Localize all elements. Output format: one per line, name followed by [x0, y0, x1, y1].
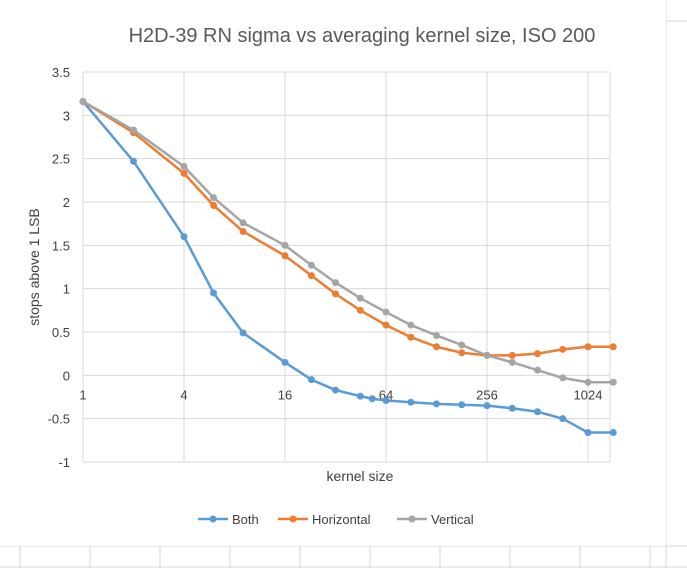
chart-legend: Both Horizontal Vertical — [198, 512, 474, 527]
data-point — [180, 233, 188, 241]
y-tick-label: -0.5 — [48, 412, 70, 427]
data-point — [368, 395, 376, 403]
data-point — [534, 366, 541, 374]
data-point — [307, 261, 315, 269]
x-tick-label: 1 — [79, 387, 86, 402]
data-point — [407, 333, 415, 341]
data-point — [210, 194, 218, 202]
data-point — [609, 378, 617, 386]
data-point — [559, 374, 567, 382]
data-point — [458, 401, 466, 409]
series-line — [82, 100, 614, 434]
y-tick-label: 2.5 — [52, 152, 70, 167]
legend-item-horizontal: Horizontal — [278, 512, 371, 527]
x-tick-label: 64 — [379, 387, 393, 402]
data-point — [508, 358, 516, 366]
data-point — [239, 329, 247, 337]
data-point — [356, 306, 364, 314]
data-point — [559, 415, 567, 423]
series-vertical — [79, 97, 617, 386]
data-point — [609, 343, 617, 351]
data-point — [407, 321, 415, 329]
data-point — [483, 351, 491, 359]
data-point — [534, 408, 541, 416]
data-point — [458, 341, 466, 349]
data-point — [433, 331, 440, 339]
plot-gridlines — [82, 71, 611, 463]
legend-marker — [408, 515, 416, 523]
legend-marker — [289, 515, 297, 523]
y-tick-label: 2 — [63, 195, 70, 210]
data-point — [407, 398, 415, 406]
data-point — [239, 219, 247, 227]
x-tick-label: 256 — [476, 387, 498, 402]
y-tick-label: 3.5 — [52, 65, 70, 80]
data-point — [307, 272, 315, 280]
legend-item-both: Both — [198, 512, 259, 527]
chart-title: H2D-39 RN sigma vs averaging kernel size… — [129, 25, 596, 47]
data-point — [382, 396, 390, 404]
data-point — [382, 308, 390, 316]
data-point — [483, 402, 491, 410]
data-point — [584, 343, 592, 351]
y-tick-label: -1 — [58, 455, 70, 470]
x-tick-label: 16 — [278, 387, 292, 402]
x-tick-label: 4 — [180, 387, 187, 402]
data-point — [130, 157, 137, 165]
legend-label: Horizontal — [312, 512, 371, 527]
y-tick-label: 1 — [63, 282, 70, 297]
data-point — [508, 404, 516, 412]
data-point — [332, 279, 339, 287]
legend-marker — [209, 515, 217, 523]
data-point — [180, 162, 188, 170]
y-tick-label: 1.5 — [52, 238, 70, 253]
data-point — [458, 349, 466, 357]
data-point — [433, 343, 440, 351]
data-point — [584, 378, 592, 386]
x-axis-ticks: 1 4 16 64 256 1024 — [79, 387, 602, 402]
data-point — [281, 252, 289, 260]
data-point — [382, 321, 390, 329]
data-point — [210, 201, 218, 209]
y-axis-label: stops above 1 LSB — [26, 208, 42, 326]
y-tick-label: 3 — [63, 108, 70, 123]
data-point — [559, 345, 567, 353]
legend-label: Vertical — [431, 512, 474, 527]
data-point — [79, 97, 87, 105]
y-tick-label: 0.5 — [52, 325, 70, 340]
data-point — [508, 351, 516, 359]
data-point — [332, 290, 339, 298]
y-axis-ticks: 3.5 3 2.5 2 1.5 1 0.5 0 -0.5 -1 — [48, 65, 70, 470]
data-point — [307, 376, 315, 384]
data-point — [180, 169, 188, 177]
data-point — [130, 126, 137, 134]
data-point — [281, 241, 289, 249]
data-point — [356, 392, 364, 400]
data-point — [356, 294, 364, 302]
data-point — [584, 429, 592, 437]
data-point — [609, 429, 617, 437]
data-point — [210, 289, 218, 297]
data-point — [281, 358, 289, 366]
x-axis-label: kernel size — [327, 468, 394, 484]
x-tick-label: 1024 — [574, 387, 603, 402]
legend-item-vertical: Vertical — [397, 512, 474, 527]
y-tick-label: 0 — [63, 368, 70, 383]
series-lines — [79, 97, 617, 437]
data-point — [332, 386, 339, 394]
legend-label: Both — [232, 512, 259, 527]
data-point — [239, 227, 247, 235]
data-point — [534, 350, 541, 358]
chart-background — [0, 0, 666, 546]
data-point — [433, 400, 440, 408]
